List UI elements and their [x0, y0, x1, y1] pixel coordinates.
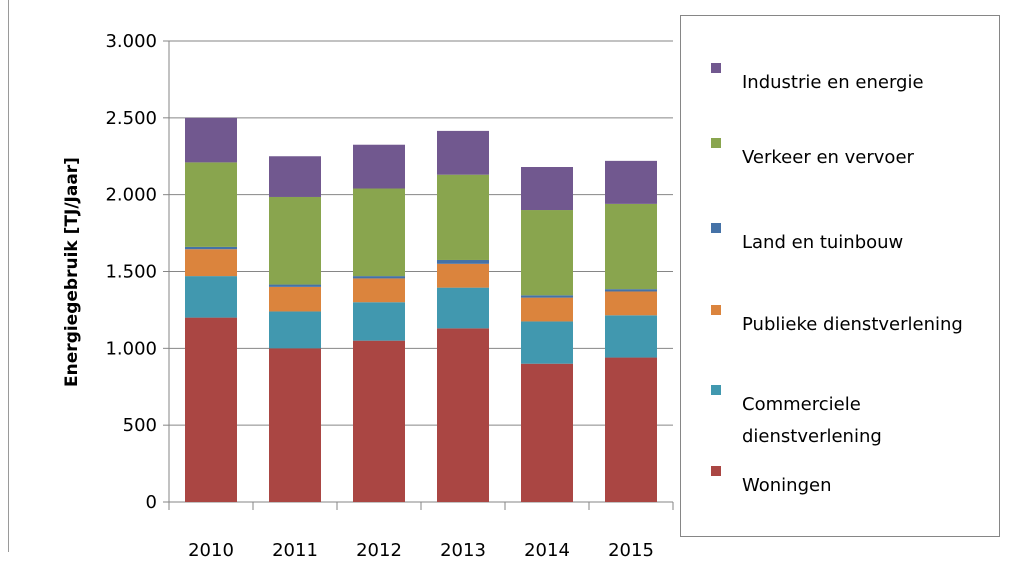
y-tick-label: 2.500 — [105, 108, 157, 129]
x-tick-label: 2014 — [524, 540, 570, 561]
bar-segment — [437, 328, 489, 502]
bar-segment — [269, 286, 321, 312]
bar-segment — [437, 174, 489, 260]
legend-label: Commerciele dienstverlening — [742, 394, 882, 447]
y-tick-label: 0 — [146, 492, 157, 513]
bar-segment — [185, 249, 237, 277]
bar-segment — [521, 363, 573, 502]
y-tick-label: 1.000 — [105, 338, 157, 359]
bar-segment — [605, 160, 657, 204]
legend-label: Woningen — [742, 475, 831, 496]
bar-segment — [437, 263, 489, 288]
x-tick-label: 2010 — [188, 540, 234, 561]
legend-swatch — [711, 466, 721, 476]
legend-swatch — [711, 138, 721, 148]
y-tick-label: 1.500 — [105, 262, 157, 283]
x-tick-label: 2012 — [356, 540, 402, 561]
bar-segment — [185, 276, 237, 318]
x-tick-label: 2011 — [272, 540, 318, 561]
y-tick-label: 2.000 — [105, 185, 157, 206]
bar-segment — [353, 340, 405, 502]
bar-segment — [521, 321, 573, 364]
legend-label: Land en tuinbouw — [742, 232, 903, 253]
bar-segment — [437, 287, 489, 329]
bar-segment — [185, 117, 237, 163]
y-axis-label: Energiegebruik [TJ/Jaar] — [62, 157, 82, 387]
bar-segment — [521, 167, 573, 211]
legend-swatch — [711, 305, 721, 315]
bar-segment — [269, 196, 321, 285]
bar-segment — [521, 210, 573, 296]
bar-segment — [269, 156, 321, 197]
x-tick-label: 2013 — [440, 540, 486, 561]
bar-segment — [353, 302, 405, 341]
bar-segment — [353, 188, 405, 277]
bar-segment — [605, 289, 657, 292]
bar-segment — [269, 284, 321, 287]
legend-swatch — [711, 63, 721, 73]
bar-segment — [521, 297, 573, 322]
bar-segment — [185, 246, 237, 250]
legend-label: Verkeer en vervoer — [742, 147, 915, 168]
legend-swatch — [711, 223, 721, 233]
y-tick-label: 500 — [123, 415, 157, 436]
bar-segment — [437, 259, 489, 264]
legend-label: Industrie en energie — [742, 72, 924, 93]
bar-segment — [605, 291, 657, 316]
legend-swatch — [711, 385, 721, 395]
bar-segment — [185, 317, 237, 502]
bar-segment — [605, 203, 657, 290]
x-tick-label: 2015 — [608, 540, 654, 561]
bar-segment — [437, 130, 489, 175]
bar-segment — [605, 357, 657, 502]
bar-segment — [353, 144, 405, 189]
y-tick-label: 3.000 — [105, 31, 157, 52]
bar-segment — [269, 311, 321, 349]
legend-box — [680, 15, 1000, 537]
bar-segment — [353, 276, 405, 279]
bar-segment — [605, 315, 657, 358]
legend-label: Publieke dienstverlening — [742, 314, 963, 335]
bar-segment — [521, 295, 573, 298]
bar-segment — [185, 162, 237, 247]
bar-segment — [269, 348, 321, 502]
bar-segment — [353, 278, 405, 303]
